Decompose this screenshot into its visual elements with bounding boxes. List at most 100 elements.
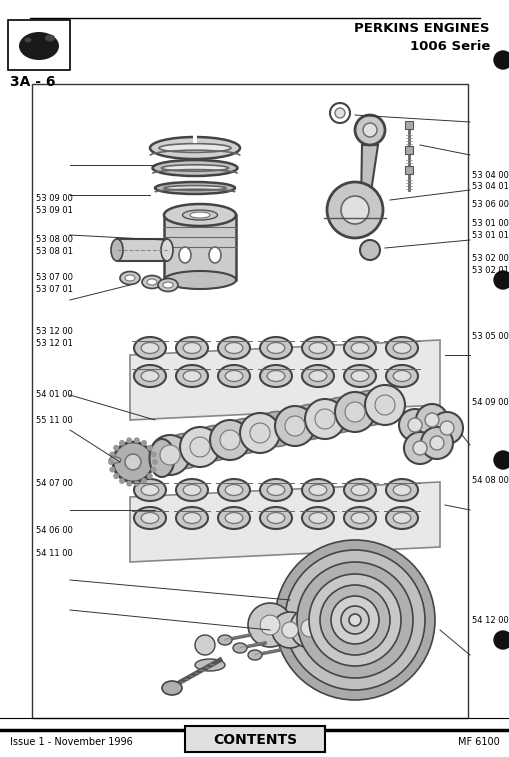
Ellipse shape	[290, 404, 329, 440]
Circle shape	[150, 451, 156, 457]
Circle shape	[326, 182, 382, 238]
Circle shape	[429, 436, 443, 450]
Polygon shape	[130, 340, 439, 420]
Bar	[404, 121, 412, 129]
Ellipse shape	[351, 484, 368, 496]
Ellipse shape	[182, 210, 217, 220]
Circle shape	[341, 606, 369, 634]
Text: MF 6100: MF 6100	[458, 737, 499, 747]
Ellipse shape	[392, 512, 410, 524]
Ellipse shape	[385, 365, 417, 387]
Ellipse shape	[45, 35, 55, 42]
Circle shape	[240, 413, 279, 453]
Ellipse shape	[150, 137, 240, 159]
Text: 54 07 00: 54 07 00	[36, 479, 73, 488]
Ellipse shape	[344, 365, 375, 387]
Ellipse shape	[301, 337, 333, 359]
Circle shape	[398, 409, 430, 441]
Circle shape	[113, 442, 153, 482]
Ellipse shape	[159, 144, 231, 152]
Circle shape	[359, 240, 379, 260]
Ellipse shape	[162, 681, 182, 695]
Ellipse shape	[308, 484, 326, 496]
Polygon shape	[360, 145, 377, 205]
Ellipse shape	[267, 484, 284, 496]
Ellipse shape	[155, 182, 235, 194]
Circle shape	[313, 611, 335, 634]
Text: 53 06 00: 53 06 00	[471, 200, 508, 209]
Circle shape	[329, 103, 349, 123]
Ellipse shape	[349, 391, 389, 425]
Ellipse shape	[142, 276, 162, 288]
Ellipse shape	[134, 365, 165, 387]
Ellipse shape	[301, 365, 333, 387]
Ellipse shape	[217, 337, 249, 359]
Ellipse shape	[351, 370, 368, 382]
Circle shape	[374, 395, 394, 415]
Text: 54 01 00: 54 01 00	[36, 390, 73, 399]
Text: 53 01 00
53 01 01: 53 01 00 53 01 01	[471, 220, 508, 240]
Circle shape	[493, 51, 509, 69]
Ellipse shape	[301, 479, 333, 501]
Ellipse shape	[147, 279, 157, 285]
Circle shape	[180, 427, 219, 467]
Text: 53 07 00
53 07 01: 53 07 00 53 07 01	[36, 273, 73, 294]
Ellipse shape	[385, 507, 417, 529]
Ellipse shape	[176, 365, 208, 387]
Text: 55 11 00: 55 11 00	[36, 416, 73, 425]
Circle shape	[113, 473, 119, 479]
Ellipse shape	[308, 342, 326, 354]
Ellipse shape	[392, 484, 410, 496]
Text: 54 11 00: 54 11 00	[36, 549, 73, 558]
Circle shape	[493, 271, 509, 289]
Text: 54 06 00: 54 06 00	[36, 526, 73, 535]
Circle shape	[133, 438, 139, 444]
Text: PERKINS ENGINES: PERKINS ENGINES	[354, 21, 489, 35]
Ellipse shape	[301, 507, 333, 529]
Ellipse shape	[225, 370, 242, 382]
Ellipse shape	[385, 337, 417, 359]
Circle shape	[109, 466, 115, 472]
Circle shape	[125, 454, 140, 470]
Ellipse shape	[351, 342, 368, 354]
Circle shape	[439, 421, 453, 435]
Polygon shape	[117, 239, 166, 261]
Circle shape	[150, 435, 190, 475]
Text: 1006 Serie: 1006 Serie	[409, 39, 489, 52]
Ellipse shape	[161, 239, 173, 261]
Circle shape	[260, 615, 279, 635]
Ellipse shape	[134, 507, 165, 529]
Text: 53 05 00: 53 05 00	[471, 332, 508, 341]
Ellipse shape	[176, 507, 208, 529]
Circle shape	[412, 441, 426, 455]
Ellipse shape	[176, 337, 208, 359]
Circle shape	[119, 478, 125, 484]
Text: 53 02 00
53 02 01: 53 02 00 53 02 01	[471, 254, 508, 275]
FancyBboxPatch shape	[185, 726, 324, 752]
Ellipse shape	[344, 507, 375, 529]
Ellipse shape	[109, 457, 121, 463]
Ellipse shape	[141, 484, 158, 496]
Ellipse shape	[225, 342, 242, 354]
Text: 53 04 00
53 04 01: 53 04 00 53 04 01	[471, 170, 508, 192]
Ellipse shape	[260, 479, 292, 501]
Circle shape	[354, 115, 384, 145]
Circle shape	[344, 402, 364, 422]
Polygon shape	[164, 215, 236, 280]
Ellipse shape	[267, 342, 284, 354]
Text: 54 09 00: 54 09 00	[471, 397, 508, 407]
Circle shape	[290, 608, 329, 648]
Circle shape	[308, 574, 400, 666]
Ellipse shape	[224, 419, 265, 453]
Ellipse shape	[164, 271, 236, 289]
Ellipse shape	[141, 370, 158, 382]
Circle shape	[190, 437, 210, 457]
Bar	[404, 146, 412, 154]
Circle shape	[152, 459, 158, 465]
Circle shape	[304, 399, 344, 439]
Ellipse shape	[267, 512, 284, 524]
Circle shape	[274, 540, 434, 700]
Circle shape	[334, 108, 344, 118]
Circle shape	[126, 481, 132, 487]
Circle shape	[300, 619, 318, 637]
